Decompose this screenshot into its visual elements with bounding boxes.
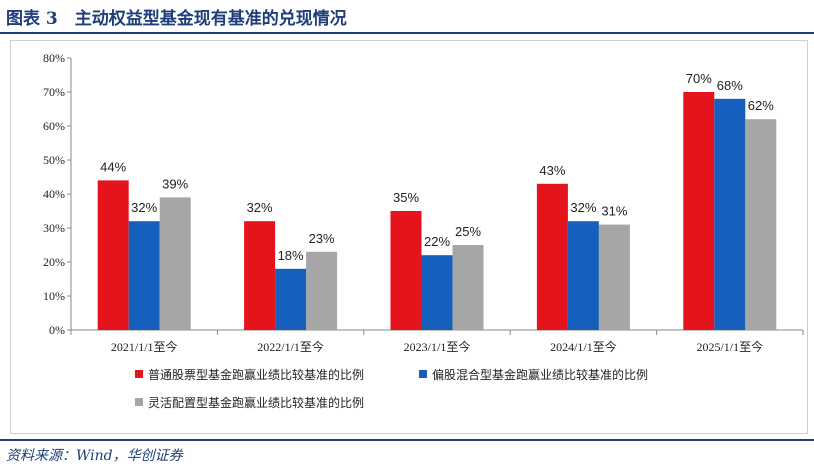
data-label: 70% [686, 71, 712, 86]
y-tick-label: 0% [49, 323, 65, 337]
y-tick-label: 70% [43, 85, 65, 99]
x-tick-label: 2023/1/1至今 [404, 339, 471, 354]
y-tick-label: 80% [43, 51, 65, 65]
data-label: 68% [717, 78, 743, 93]
bar [745, 119, 777, 330]
data-label: 25% [455, 224, 481, 239]
x-tick-label: 2025/1/1至今 [696, 339, 763, 354]
header: 图表 3 主动权益型基金现有基准的兑现情况 [0, 0, 814, 34]
y-tick-label: 30% [43, 221, 65, 235]
x-tick-label: 2024/1/1至今 [550, 339, 617, 354]
data-label: 62% [748, 98, 774, 113]
data-label: 32% [247, 200, 273, 215]
bar [275, 268, 307, 330]
bar [714, 98, 746, 330]
legend-label: 普通股票型基金跑赢业绩比较基准的比例 [148, 367, 364, 382]
bar [421, 255, 453, 330]
data-label: 44% [100, 159, 126, 174]
y-tick-label: 50% [43, 153, 65, 167]
data-label: 18% [278, 248, 304, 263]
legend-swatch [135, 370, 143, 378]
data-label: 31% [601, 204, 627, 219]
bar [244, 221, 276, 330]
data-label: 39% [162, 176, 188, 191]
data-label: 23% [309, 231, 335, 246]
bar [128, 221, 160, 330]
source-note: 资料来源：Wind，华创证券 [6, 448, 183, 464]
y-tick-label: 20% [43, 255, 65, 269]
data-label: 43% [539, 163, 565, 178]
bar-chart: 0% 10% 20% 30% 40% 50% 60% 70% 80% 2021/1/1至今 2022… [43, 51, 804, 410]
bar [306, 251, 338, 330]
bar [683, 92, 715, 330]
legend-label: 偏股混合型基金跑赢业绩比较基准的比例 [432, 367, 648, 382]
data-label: 32% [131, 200, 157, 215]
y-tick-label: 60% [43, 119, 65, 133]
bar [598, 224, 630, 330]
data-label: 32% [570, 200, 596, 215]
data-label: 22% [424, 234, 450, 249]
bar [97, 180, 129, 330]
legend-label: 灵活配置型基金跑赢业绩比较基准的比例 [148, 395, 364, 410]
footer-divider [0, 439, 814, 441]
bar [452, 245, 484, 330]
chart-frame: 0% 10% 20% 30% 40% 50% 60% 70% 80% 2021/1/1至今 2022… [10, 40, 808, 434]
bar [567, 221, 599, 330]
y-tick-label: 40% [43, 187, 65, 201]
figure-title: 图表 3 主动权益型基金现有基准的兑现情况 [6, 9, 347, 29]
bar [536, 183, 568, 330]
header-divider [0, 32, 814, 34]
legend-swatch [419, 370, 427, 378]
x-tick-label: 2022/1/1至今 [257, 339, 324, 354]
y-tick-label: 10% [43, 289, 65, 303]
legend-swatch [135, 398, 143, 406]
data-label: 35% [393, 190, 419, 205]
bar [390, 211, 422, 330]
x-tick-label: 2021/1/1至今 [111, 339, 178, 354]
bar [159, 197, 191, 330]
